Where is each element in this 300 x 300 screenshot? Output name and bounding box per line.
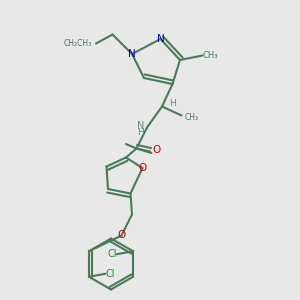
Text: H: H xyxy=(169,99,176,108)
Text: O: O xyxy=(152,145,161,155)
Text: N: N xyxy=(157,34,164,44)
Text: CH₃: CH₃ xyxy=(202,51,218,60)
Text: N: N xyxy=(137,121,145,131)
Text: O: O xyxy=(117,230,126,241)
Text: CH₃: CH₃ xyxy=(184,112,199,122)
Text: H: H xyxy=(138,128,144,136)
Text: CH₂CH₃: CH₂CH₃ xyxy=(63,39,92,48)
Text: Cl: Cl xyxy=(107,249,117,259)
Text: O: O xyxy=(138,163,147,173)
Text: Cl: Cl xyxy=(105,269,115,279)
Text: N: N xyxy=(128,49,136,59)
